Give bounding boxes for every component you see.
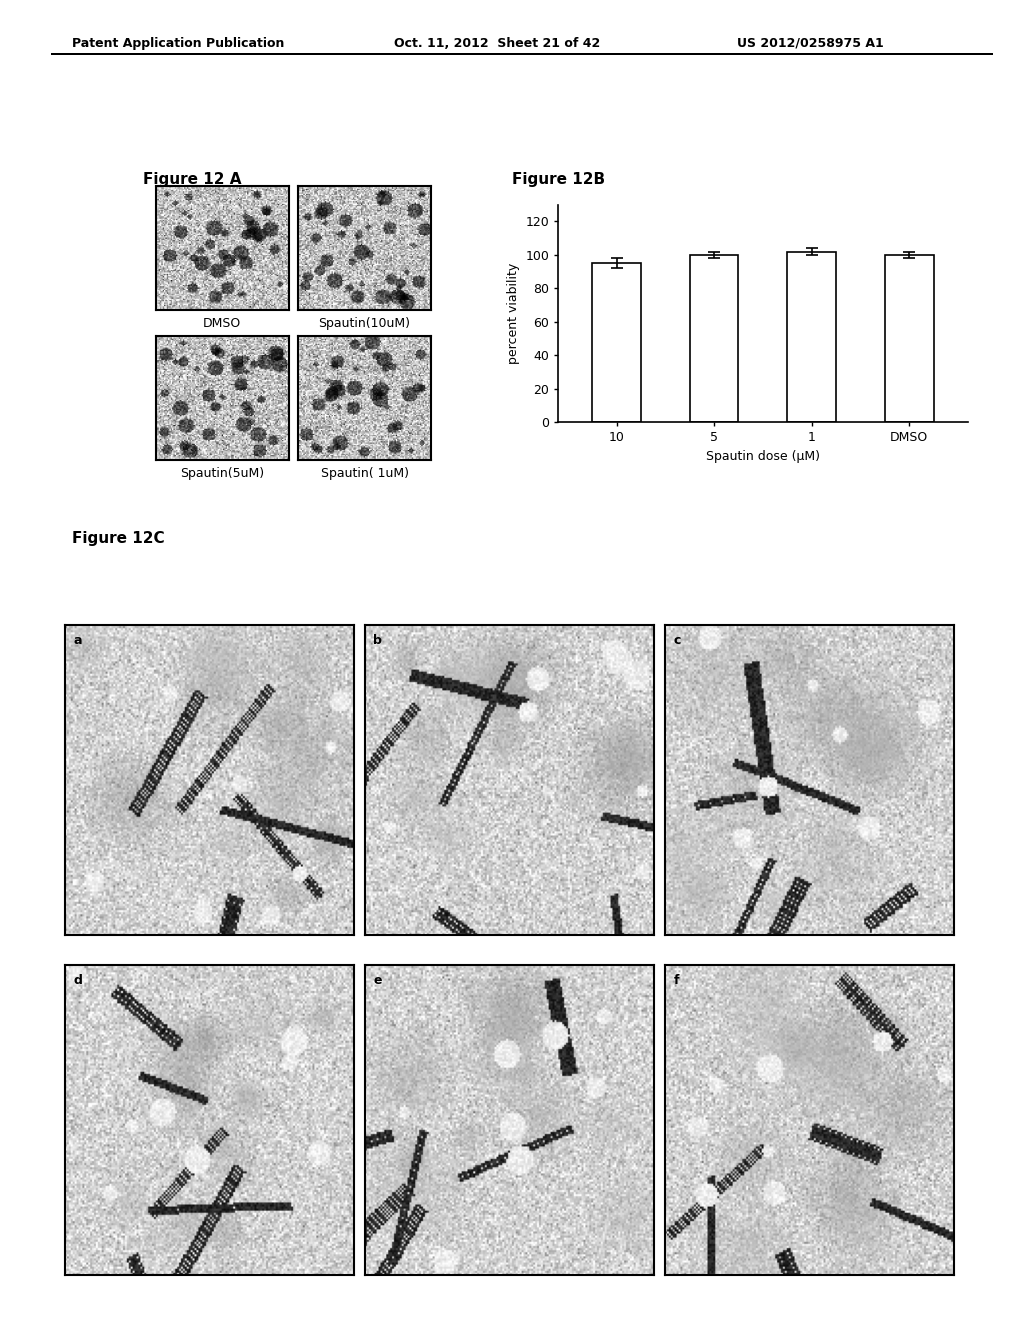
- Text: Spautin(10uM): Spautin(10uM): [318, 317, 411, 330]
- Bar: [885, 255, 934, 422]
- Text: c: c: [673, 634, 681, 647]
- Bar: [787, 252, 836, 422]
- Text: Patent Application Publication: Patent Application Publication: [72, 37, 284, 50]
- Text: Spautin(5uM): Spautin(5uM): [180, 466, 264, 479]
- X-axis label: Spautin dose (μM): Spautin dose (μM): [706, 450, 820, 463]
- Text: Spautin( 1uM): Spautin( 1uM): [321, 466, 409, 479]
- Text: DMSO: DMSO: [203, 317, 242, 330]
- Text: US 2012/0258975 A1: US 2012/0258975 A1: [737, 37, 884, 50]
- Bar: [690, 255, 738, 422]
- Text: Figure 12 A: Figure 12 A: [143, 172, 242, 186]
- Y-axis label: percent viability: percent viability: [507, 263, 519, 364]
- Bar: [592, 263, 641, 422]
- Text: e: e: [373, 974, 382, 987]
- Text: f: f: [673, 974, 679, 987]
- Text: d: d: [73, 974, 82, 987]
- Text: Figure 12B: Figure 12B: [512, 172, 605, 186]
- Text: a: a: [73, 634, 82, 647]
- Text: Figure 12C: Figure 12C: [72, 531, 164, 545]
- Text: Oct. 11, 2012  Sheet 21 of 42: Oct. 11, 2012 Sheet 21 of 42: [394, 37, 600, 50]
- Text: b: b: [373, 634, 382, 647]
